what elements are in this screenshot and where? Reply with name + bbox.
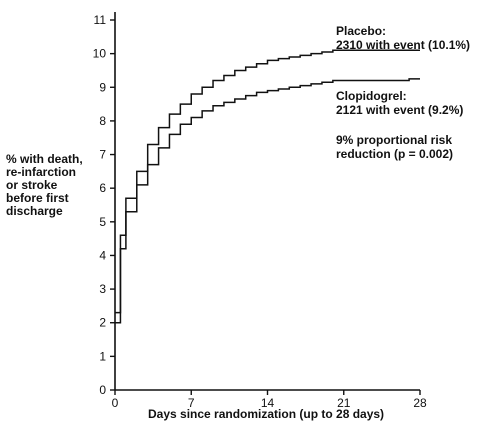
y-tick-label: 1 (99, 349, 106, 363)
y-tick-label: 8 (99, 114, 106, 128)
clopidogrel-annotation: Clopidogrel: 2121 with event (9.2%) (336, 89, 463, 117)
x-tick-label: 0 (112, 396, 119, 410)
y-tick-label: 7 (99, 148, 106, 162)
placebo-name: Placebo: (336, 24, 387, 38)
risk-line-1: 9% proportional risk (336, 133, 453, 147)
y-axis-label: % with death, re-infarction or stroke be… (6, 153, 116, 218)
y-axis-label-line: discharge (6, 204, 63, 218)
x-ticks: 0 7 14 21 28 (112, 390, 427, 410)
y-tick-label: 6 (99, 181, 106, 195)
series-layer (115, 49, 420, 324)
y-tick-label: 9 (99, 80, 106, 94)
y-tick-label: 3 (99, 282, 106, 296)
y-tick-label: 11 (94, 13, 107, 27)
risk-line-2: reduction (p = 0.002) (336, 147, 454, 161)
clopidogrel-events: 2121 with event (9.2%) (336, 103, 464, 117)
y-tick-label: 2 (99, 316, 106, 330)
x-axis-label: Days since randomization (up to 28 days) (148, 407, 385, 421)
y-axis-label-line: or stroke (6, 178, 58, 192)
risk-reduction-annotation: 9% proportional risk reduction (p = 0.00… (336, 133, 453, 161)
y-ticks: 0 1 2 3 4 5 6 7 8 9 10 11 (93, 13, 115, 397)
placebo-events: 2310 with event (10.1%) (336, 38, 471, 52)
x-tick-label: 7 (188, 396, 195, 410)
y-tick-label: 0 (99, 383, 106, 397)
series-line-placebo (115, 49, 420, 314)
x-tick-label: 21 (337, 396, 351, 410)
y-tick-label: 4 (99, 248, 106, 262)
clopidogrel-name: Clopidogrel: (336, 89, 407, 103)
x-tick-label: 28 (413, 396, 427, 410)
y-axis-label-line: before first (6, 191, 69, 205)
y-axis-label-line: re-infarction (6, 165, 77, 179)
placebo-annotation: Placebo: 2310 with event (10.1%) (336, 24, 470, 52)
series-line-clopidogrel (115, 78, 420, 324)
y-tick-label: 10 (93, 47, 107, 61)
x-tick-label: 14 (261, 396, 275, 410)
y-tick-label: 5 (99, 215, 106, 229)
y-axis-label-line: % with death, (6, 152, 83, 166)
